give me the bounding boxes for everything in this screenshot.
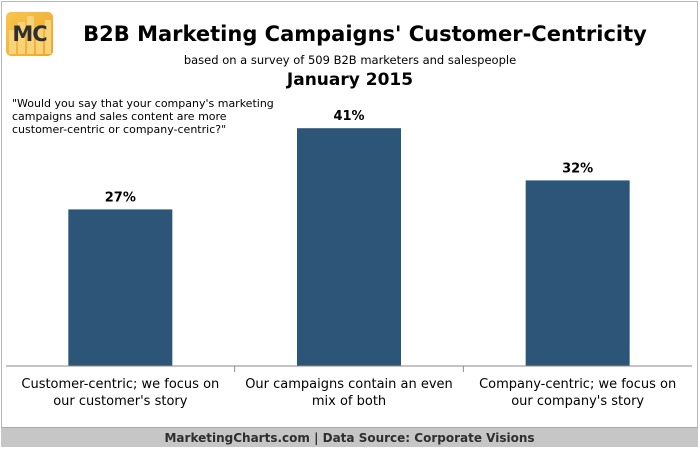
logo-text: MC bbox=[12, 22, 47, 46]
marketingcharts-logo: MC bbox=[6, 12, 53, 56]
category-label-2-line-2: mix of both bbox=[312, 394, 386, 409]
data-label-2: 41% bbox=[333, 109, 364, 124]
bar-1 bbox=[68, 209, 173, 366]
data-label-1: 27% bbox=[105, 190, 136, 205]
chart-subtitle: based on a survey of 509 B2B marketers a… bbox=[183, 53, 517, 67]
data-label-3: 32% bbox=[562, 161, 593, 176]
chart-title: B2B Marketing Campaigns' Customer-Centri… bbox=[83, 22, 647, 46]
logo-bars-icon bbox=[9, 16, 51, 54]
chart-date: January 2015 bbox=[286, 70, 414, 90]
category-label-1-line-1: Customer-centric; we focus on bbox=[21, 377, 219, 392]
footer-source: MarketingCharts.com | Data Source: Corpo… bbox=[1, 427, 698, 447]
category-label-3-line-2: our company's story bbox=[511, 394, 644, 409]
category-label-2-line-1: Our campaigns contain an even bbox=[245, 377, 453, 392]
bar-2 bbox=[297, 128, 401, 366]
bar-3 bbox=[525, 180, 630, 366]
survey-question: "Would you say that your company's marke… bbox=[12, 97, 274, 136]
category-label-3-line-1: Company-centric; we focus on bbox=[479, 377, 676, 392]
category-label-1-line-2: our customer's story bbox=[53, 394, 188, 409]
